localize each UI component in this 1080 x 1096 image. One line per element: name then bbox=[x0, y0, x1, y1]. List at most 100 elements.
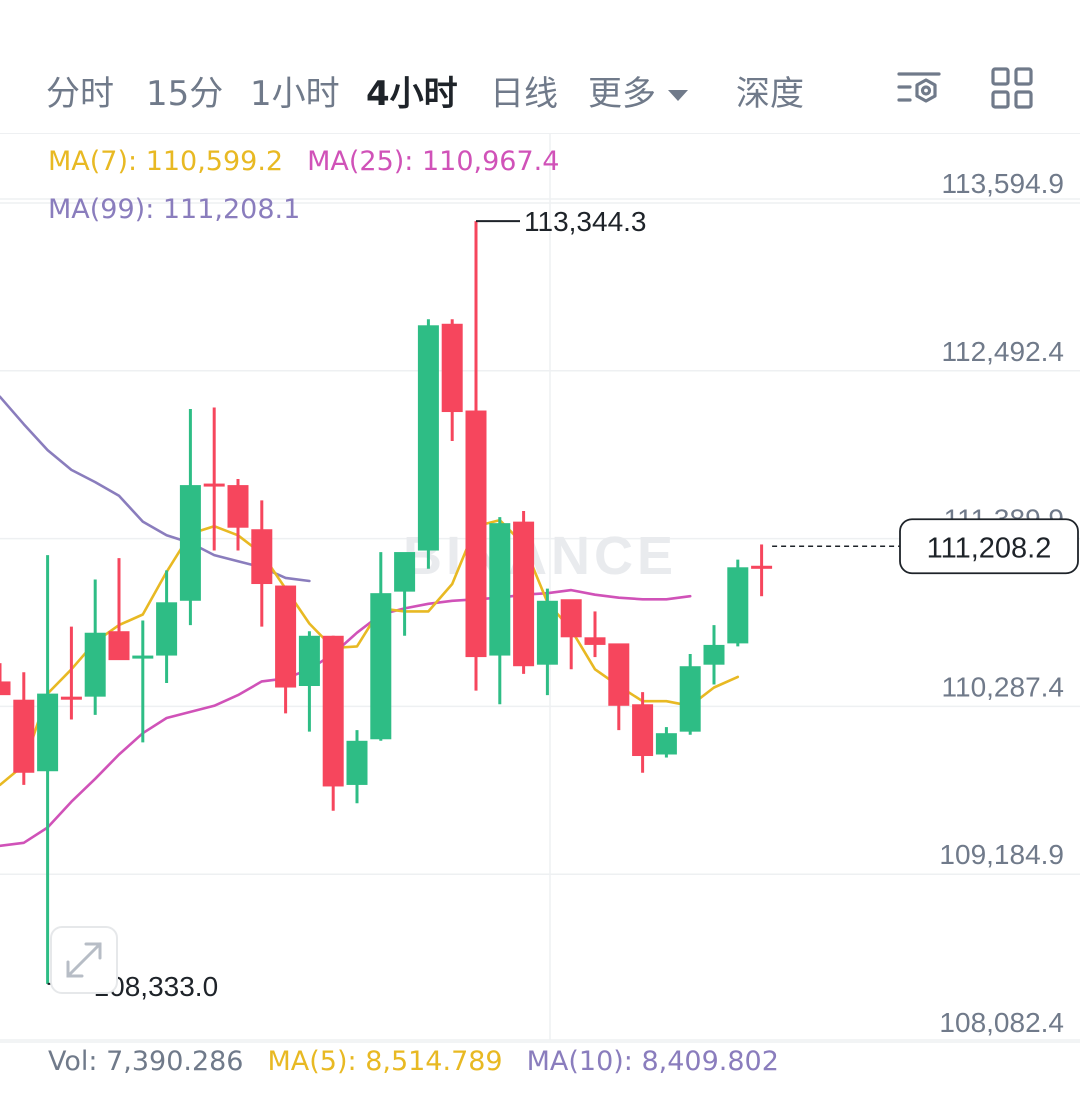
candle-body bbox=[560, 599, 582, 638]
tab-15m[interactable]: 15分 bbox=[146, 74, 224, 114]
chevron-down-icon bbox=[668, 90, 688, 101]
candle-down bbox=[560, 599, 582, 670]
layout-grid-icon[interactable] bbox=[990, 66, 1034, 110]
ma-legend-row-2: MA(99): 111,208.1 bbox=[48, 194, 324, 225]
price-axis-label: 110,287.4 bbox=[942, 671, 1065, 702]
candle-up bbox=[536, 588, 558, 696]
tab-1d[interactable]: 日线 bbox=[490, 74, 558, 114]
candle-body bbox=[727, 567, 749, 644]
moving-average-lines bbox=[0, 395, 740, 848]
tab-depth[interactable]: 深度 bbox=[736, 74, 804, 114]
candle-body bbox=[298, 635, 320, 687]
price-axis-label: 109,184.9 bbox=[939, 839, 1064, 870]
candle-body bbox=[632, 704, 654, 757]
candle-up bbox=[703, 625, 725, 685]
candle-up bbox=[298, 631, 320, 732]
volume-label: Vol: 7,390.286 bbox=[48, 1046, 244, 1077]
candle-body bbox=[227, 485, 249, 528]
candle-body bbox=[655, 733, 677, 755]
candle-down bbox=[108, 558, 130, 661]
candle-body bbox=[13, 699, 35, 773]
candle-up bbox=[489, 517, 511, 705]
current-price-label: 111,208.2 bbox=[927, 532, 1052, 564]
candle-body bbox=[489, 523, 511, 656]
candle-body bbox=[608, 643, 630, 706]
candle-up bbox=[156, 570, 178, 683]
candle-body bbox=[37, 693, 59, 772]
candle-down bbox=[275, 585, 297, 714]
candle-body bbox=[441, 323, 463, 413]
candle-up bbox=[727, 559, 749, 647]
tab-time-sharing[interactable]: 分时 bbox=[46, 74, 114, 114]
candle-body bbox=[0, 681, 11, 696]
expand-chart-button[interactable] bbox=[50, 926, 118, 994]
price-axis: 113,594.9112,492.4111,389.9110,287.4109,… bbox=[939, 168, 1064, 1038]
candle-down bbox=[13, 672, 35, 785]
candles bbox=[0, 221, 773, 984]
volume-ma5-label: MA(5): 8,514.789 bbox=[267, 1046, 503, 1077]
header-divider bbox=[0, 133, 1080, 134]
tab-1h[interactable]: 1小时 bbox=[250, 74, 340, 114]
candle-body bbox=[465, 410, 487, 658]
candle-down bbox=[608, 643, 630, 731]
ma-legend-row-1: MA(7): 110,599.2 MA(25): 110,967.4 bbox=[48, 146, 583, 177]
candle-body bbox=[132, 655, 154, 659]
ma25-label: MA(25): 110,967.4 bbox=[307, 146, 560, 177]
candle-body bbox=[179, 485, 201, 601]
candle-down bbox=[751, 544, 773, 597]
ma99-label: MA(99): 111,208.1 bbox=[48, 194, 301, 225]
candle-down bbox=[251, 500, 273, 627]
candle-up bbox=[394, 552, 416, 636]
candle-body bbox=[394, 552, 416, 592]
candle-down bbox=[584, 611, 606, 658]
candle-body bbox=[251, 529, 273, 585]
volume-ma10-label: MA(10): 8,409.802 bbox=[526, 1046, 779, 1077]
candle-up bbox=[132, 620, 154, 743]
candle-down bbox=[322, 635, 344, 811]
candle-body bbox=[60, 696, 82, 700]
candle-body bbox=[703, 644, 725, 665]
candle-body bbox=[679, 666, 701, 732]
watermark: BINANCE bbox=[403, 526, 677, 586]
candle-up bbox=[370, 552, 392, 741]
candle-body bbox=[751, 565, 773, 569]
volume-legend: Vol: 7,390.286 MA(5): 8,514.789 MA(10): 8,… bbox=[48, 1046, 803, 1077]
candle-body bbox=[275, 585, 297, 688]
candle-up bbox=[346, 730, 368, 804]
tab-more[interactable]: 更多 bbox=[588, 66, 688, 115]
candlestick-chart[interactable]: BINANCE 113,594.9112,492.4111,389.9110,2… bbox=[0, 134, 1080, 1044]
price-axis-label: 112,492.4 bbox=[942, 336, 1065, 367]
high-price-label: 113,344.3 bbox=[524, 206, 647, 237]
candle-down bbox=[632, 692, 654, 773]
candle-body bbox=[346, 740, 368, 785]
candle-down bbox=[227, 479, 249, 551]
candle-down bbox=[513, 510, 535, 674]
indicator-settings-icon[interactable] bbox=[896, 66, 942, 112]
tab-more-label: 更多 bbox=[588, 74, 656, 114]
candle-body bbox=[513, 521, 535, 667]
candle-up bbox=[655, 727, 677, 758]
candle-body bbox=[108, 631, 130, 661]
candle-up bbox=[679, 654, 701, 735]
candle-up bbox=[417, 319, 439, 569]
candle-body bbox=[322, 635, 344, 787]
price-axis-label: 113,594.9 bbox=[942, 168, 1065, 199]
candle-body bbox=[203, 483, 225, 487]
candle-down bbox=[0, 663, 11, 696]
candle-body bbox=[156, 602, 178, 656]
current-price-box bbox=[899, 518, 1079, 575]
grid-lines bbox=[0, 134, 1080, 1043]
candle-body bbox=[584, 637, 606, 645]
candle-down bbox=[441, 319, 463, 441]
candle-body bbox=[417, 325, 439, 551]
timeframe-tabs: 分时 15分 1小时 4小时 日线 更多 深度 bbox=[0, 52, 1080, 128]
price-axis-label: 108,082.4 bbox=[939, 1007, 1064, 1038]
candle-up bbox=[179, 409, 201, 626]
expand-icon bbox=[66, 942, 102, 978]
tab-4h[interactable]: 4小时 bbox=[366, 74, 458, 114]
ma25-line bbox=[0, 588, 692, 848]
candle-up bbox=[37, 555, 59, 984]
candle-down bbox=[203, 407, 225, 551]
candle-down bbox=[60, 626, 82, 720]
